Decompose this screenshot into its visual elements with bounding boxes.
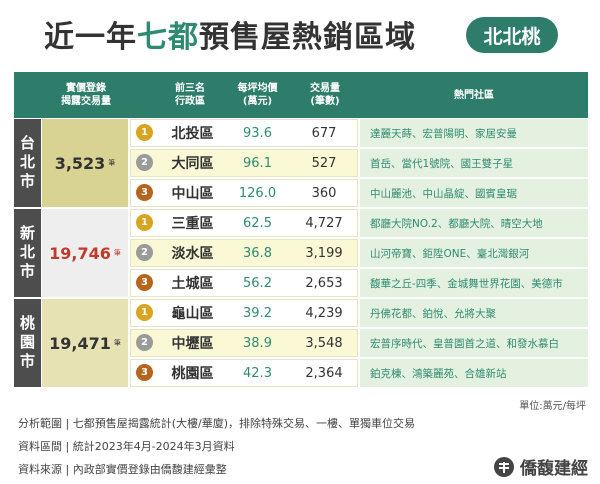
price: 38.9 (243, 335, 272, 351)
footnote: 資料來源 | 內政部實價登錄由僑馥建經彙整 (18, 463, 227, 476)
row-background (130, 209, 358, 237)
count: 360 (311, 185, 337, 201)
column-header: 熱門社區 (454, 89, 494, 101)
district: 淡水區 (171, 246, 214, 262)
row-background (130, 359, 358, 387)
price: 62.5 (243, 215, 272, 231)
communities: 達麗天蒔、宏普陽明、家居安曼 (360, 119, 588, 147)
row-background (130, 239, 358, 267)
row-background (130, 329, 358, 357)
row-background (130, 149, 358, 177)
district: 龜山區 (171, 306, 214, 322)
district: 土城區 (171, 276, 214, 292)
district: 三重區 (171, 216, 214, 232)
count: 677 (311, 125, 337, 141)
title: 近一年七都預售屋熱銷區域 (0, 12, 460, 56)
volume-value: 19,471 (49, 333, 111, 353)
count: 3,199 (305, 245, 343, 261)
rank-badge: 2 (136, 334, 153, 351)
volume-value: 19,746 (49, 243, 111, 263)
footnote: 資料區間 | 統計2023年4月-2024年3月資料 (18, 440, 235, 453)
rank-badge: 1 (136, 214, 153, 231)
rank-badge: 3 (136, 364, 153, 381)
district: 北投區 (171, 126, 214, 142)
price: 56.2 (243, 275, 272, 291)
row-background (130, 299, 358, 327)
region-badge: 北北桃 (466, 17, 558, 53)
rank-badge: 3 (136, 184, 153, 201)
rank-badge: 2 (136, 154, 153, 171)
count: 3,548 (305, 335, 343, 351)
title-accent: 七都 (137, 20, 199, 55)
district: 大同區 (171, 156, 214, 172)
count: 2,364 (305, 365, 343, 381)
volume-value: 3,523 (54, 153, 106, 173)
communities: 宏普序時代、皇普園首之道、和發水慕白 (360, 329, 588, 357)
title-part: 預售屋熱銷區域 (199, 20, 416, 55)
count: 4,727 (305, 215, 343, 231)
volume-unit: 筆 (108, 159, 116, 167)
footnote: 分析範圍 | 七都預售屋揭露統計(大樓/華廈)，排除特殊交易、一樓、單獨車位交易 (18, 417, 415, 430)
count: 4,239 (305, 305, 343, 321)
logo-text: 僑馥建經 (520, 459, 588, 479)
title-part: 近一年 (44, 20, 137, 55)
logo: 僑馥建經 (493, 454, 588, 479)
price: 126.0 (238, 185, 277, 201)
price: 42.3 (243, 365, 272, 381)
city-label: 台北市 (14, 119, 41, 207)
volume-unit: 筆 (113, 339, 121, 347)
price: 96.1 (243, 155, 272, 171)
volume-cell: 19,746 筆 (42, 209, 128, 297)
communities: 鉑克棟、鴻築麗苑、合雄新站 (360, 359, 588, 387)
communities: 山河帝寶、鉅陞ONE、臺北灣銀河 (360, 239, 588, 267)
column-header: 前三名 行政區 (175, 83, 205, 107)
table-header (14, 72, 588, 118)
volume-cell: 3,523 筆 (42, 119, 128, 207)
communities: 馥華之丘-四季、金城舞世界花園、美德市 (360, 269, 588, 297)
row-background (130, 179, 358, 207)
volume-cell: 19,471 筆 (42, 299, 128, 387)
row-background (130, 119, 358, 147)
price: 93.6 (243, 125, 272, 141)
column-header: 每坪均價 (萬元) (237, 83, 278, 107)
district: 中壢區 (171, 336, 214, 352)
unit-note: 單位:萬元/每坪 (519, 401, 586, 412)
district: 桃園區 (171, 366, 214, 382)
count: 527 (311, 155, 337, 171)
count: 2,653 (305, 275, 343, 291)
column-header: 實價登錄 揭露交易量 (61, 83, 111, 107)
logo-icon (494, 456, 514, 477)
communities: 中山麗池、中山晶綻、國賓皇琚 (360, 179, 588, 207)
price: 36.8 (243, 245, 272, 261)
city-label: 桃園市 (14, 299, 41, 387)
row-background (130, 269, 358, 297)
price: 39.2 (243, 305, 272, 321)
city-label: 新北市 (14, 209, 41, 297)
communities: 首岳、當代1號院、國王雙子星 (360, 149, 588, 177)
rank-badge: 1 (136, 304, 153, 321)
volume-unit: 筆 (113, 249, 121, 257)
rank-badge: 1 (136, 124, 153, 141)
rank-badge: 3 (136, 274, 153, 291)
communities: 都廳大院NO.2、都廳大院、晴空大地 (360, 209, 588, 237)
column-header: 交易量 (筆數) (310, 83, 340, 107)
communities: 丹佛花都、鉑悅、允將大聚 (360, 299, 588, 327)
rank-badge: 2 (136, 244, 153, 261)
district: 中山區 (171, 186, 214, 202)
